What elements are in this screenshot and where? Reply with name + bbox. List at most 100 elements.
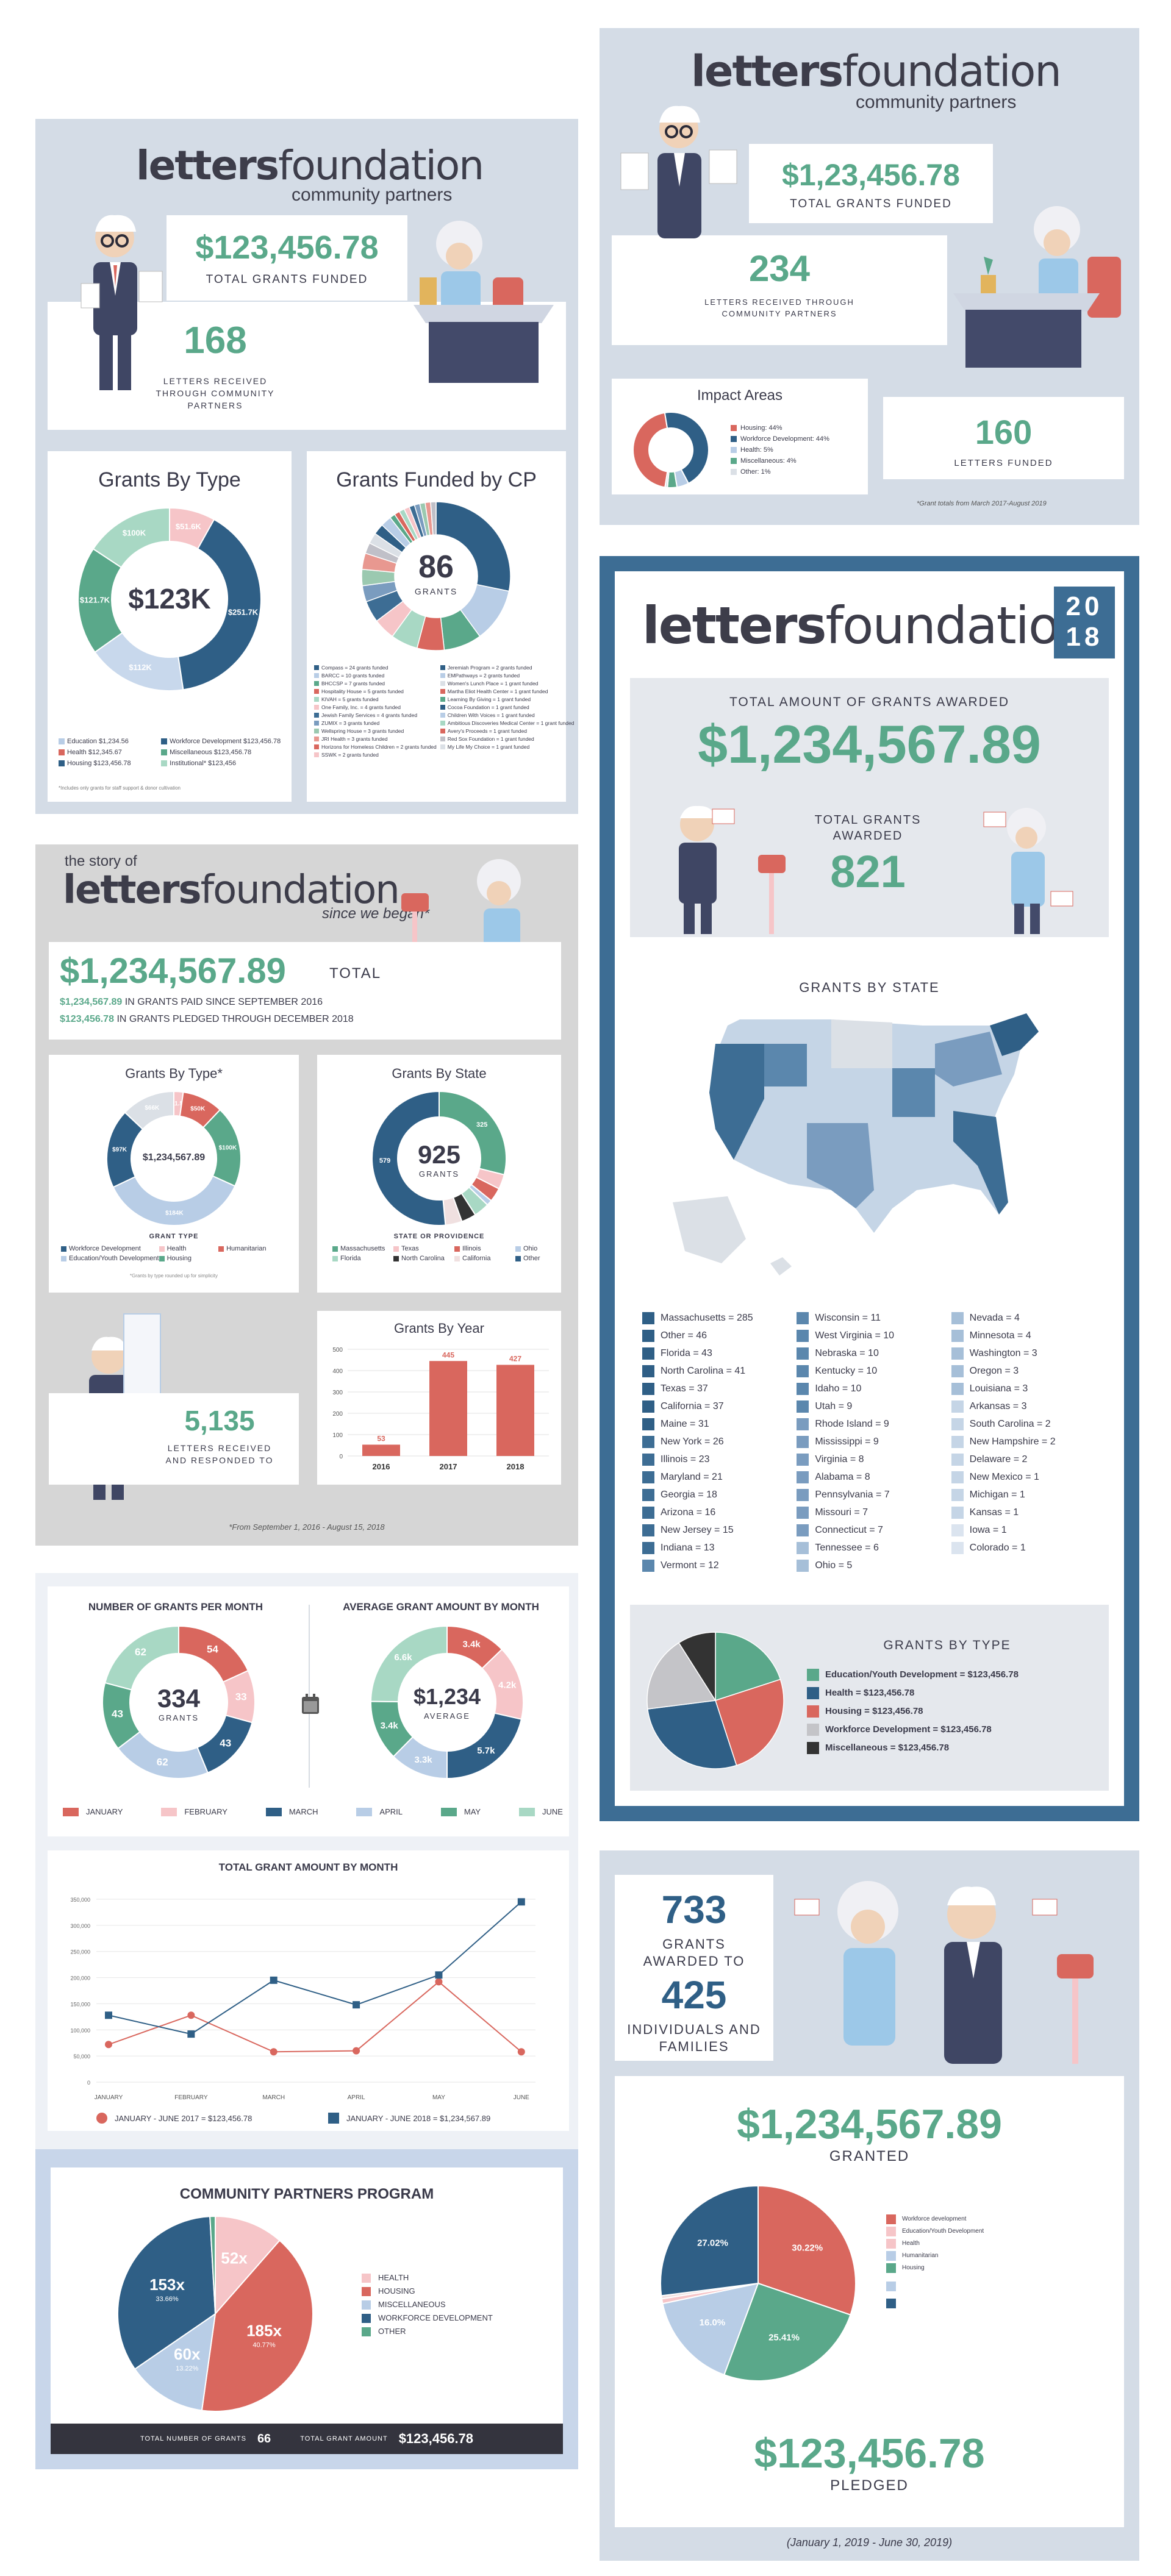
month-slice-5: [104, 1625, 179, 1691]
point-2018: [435, 1971, 443, 1979]
state-list-item: Maryland = 21: [642, 1471, 797, 1483]
granted-label: GRANTED: [829, 2148, 910, 2164]
granted-slice-1: [723, 2282, 851, 2382]
cp-slice-percent: 33.66%: [156, 2296, 179, 2303]
legend-swatch: [440, 705, 445, 710]
grants-funded-by-cp-donut: [361, 501, 511, 651]
y-tick-label: 300,000: [70, 1923, 90, 1929]
avg-slice-5: [370, 1625, 448, 1703]
total-label: TOTAL: [329, 965, 382, 982]
logo: lettersfoundation: [63, 868, 400, 913]
type-slice-2: [647, 1700, 737, 1769]
cp-legend-item: KIVAH = 5 grants funded: [314, 696, 437, 702]
grants-by-state-legend: Massachusetts Texas Illinois Ohio Florid…: [332, 1245, 552, 1262]
total-amount-label: TOTAL GRANTS FUNDED: [206, 273, 368, 286]
bar-value-label: 53: [377, 1434, 385, 1443]
type-slice-3: [112, 1175, 236, 1226]
legend-item: Housing = $123,456.78: [807, 1702, 1019, 1721]
legend-item: FEBRUARY: [161, 1807, 227, 1816]
state-swatch: [951, 1454, 964, 1466]
state-list-item: Kentucky = 10: [797, 1365, 951, 1377]
state-list-item: Colorado = 1: [951, 1542, 1106, 1554]
legend-swatch: [314, 744, 319, 749]
state-list-item: New Hampshire = 2: [951, 1436, 1106, 1448]
panel-community-partners-1: lettersfoundation community partners $12…: [35, 119, 578, 814]
cp-legend-item: [440, 752, 575, 758]
impact-areas-legend: Housing: 44% Workforce Development: 44% …: [731, 423, 829, 477]
cp-center-count: 86: [418, 549, 454, 585]
cp-legend-item: Horizons for Homeless Children = 2 grant…: [314, 744, 437, 750]
total-amount: $123,456.78: [195, 229, 379, 266]
y-tick-label: 300: [332, 1390, 343, 1396]
legend-swatch: [440, 737, 445, 741]
state-swatch: [797, 1347, 809, 1360]
couple-illustration: [794, 1881, 1094, 2064]
state-list-item: Louisiana = 3: [951, 1383, 1106, 1395]
state-list-item: Idaho = 10: [797, 1383, 951, 1395]
type-slice-4: [678, 1632, 716, 1702]
x-tick-label: MARCH: [262, 2094, 285, 2101]
date-range-note: *From September 1, 2016 - August 15, 201…: [229, 1522, 385, 1532]
state-swatch: [642, 1507, 654, 1519]
legend-item: Florida: [332, 1255, 393, 1262]
granted-slice-label-5: 27.02%: [697, 2238, 728, 2248]
avg-slice-label-4: 3.4k: [381, 1721, 399, 1731]
state-slice-7: [371, 1090, 446, 1226]
legend-swatch: [314, 697, 319, 702]
legend-swatch: [440, 681, 445, 686]
cp-slice-0: [215, 2215, 281, 2316]
grants-by-type-legend: Education $1,234.56 Workforce Developmen…: [59, 738, 284, 767]
legend-item: Health = $123,456.78: [807, 1684, 1019, 1702]
avg-slice-label-2: 5.7k: [477, 1746, 495, 1756]
legend-item: Health: [159, 1245, 219, 1252]
cp-legend-item: Cocoa Foundation = 1 grant funded: [440, 704, 575, 710]
state-list-item: New Jersey = 15: [642, 1524, 797, 1536]
community-partners-card: COMMUNITY PARTNERS PROGRAM 52x 185x 40.77%…: [51, 2167, 563, 2454]
legend-item: [886, 2299, 984, 2308]
legend-item: Miscellaneous $123,456.78: [161, 749, 284, 756]
year-badge-bottom: 18: [1065, 622, 1103, 652]
month-slice-label-0: 54: [207, 1643, 218, 1655]
y-tick-label: 150,000: [70, 2001, 90, 2007]
cp-slice-value: 153x: [149, 2275, 185, 2294]
bar-2017: [429, 1361, 467, 1456]
y-tick-label: 350,000: [70, 1897, 90, 1903]
grants-by-year-title: Grants By Year: [394, 1321, 484, 1336]
state-swatch: [951, 1418, 964, 1430]
legend-item: Education/Youth Development: [886, 2225, 984, 2238]
state-slice-0: [439, 1090, 507, 1176]
cp-slice-value: 60x: [174, 2345, 201, 2363]
point-2018: [353, 2001, 360, 2009]
grants-by-type-center: $1,234,567.89: [142, 1152, 206, 1163]
legend-item: HEALTH: [362, 2271, 493, 2285]
legend-item: Housing $123,456.78: [59, 760, 161, 767]
grants-by-type-note: *Includes only grants for staff support …: [59, 785, 181, 791]
legend-item: California: [454, 1255, 515, 1262]
bar-2018: [496, 1365, 534, 1456]
grants-count: 733: [661, 1888, 727, 1932]
legend-item: Workforce Development: 44%: [731, 433, 829, 444]
month-slice-label-5: 62: [135, 1646, 146, 1658]
legend-swatch: [314, 721, 319, 726]
cp-slice-percent: 40.77%: [252, 2342, 276, 2349]
grants-by-state-donut: 325 579: [371, 1090, 507, 1226]
state-swatch: [797, 1489, 809, 1501]
state-swatch: [797, 1507, 809, 1519]
avg-center-value: $1,234: [413, 1684, 481, 1709]
grants-per-month-title: NUMBER OF GRANTS PER MONTH: [88, 1601, 263, 1613]
state-list-item: Arizona = 16: [642, 1507, 797, 1519]
state-list-item: Oregon = 3: [951, 1365, 1106, 1377]
legend-swatch: [440, 721, 445, 726]
subtitle: community partners: [856, 92, 1017, 112]
letters-label: LETTERS RECEIVED THROUGH COMMUNITY PARTN…: [156, 376, 275, 410]
legend-swatch: [314, 729, 319, 733]
month-center-count: 334: [157, 1684, 201, 1713]
state-list-item: Alabama = 8: [797, 1471, 951, 1483]
legend-item: Health: 5%: [731, 444, 829, 455]
avg-grant-title: AVERAGE GRANT AMOUNT BY MONTH: [343, 1601, 539, 1613]
letters-funded-label: LETTERS FUNDED: [954, 458, 1053, 468]
state-swatch: [642, 1347, 654, 1360]
state-swatch: [951, 1365, 964, 1377]
legend-swatch: [314, 752, 319, 757]
grants-label: GRANTS AWARDED TO: [643, 1936, 745, 1969]
